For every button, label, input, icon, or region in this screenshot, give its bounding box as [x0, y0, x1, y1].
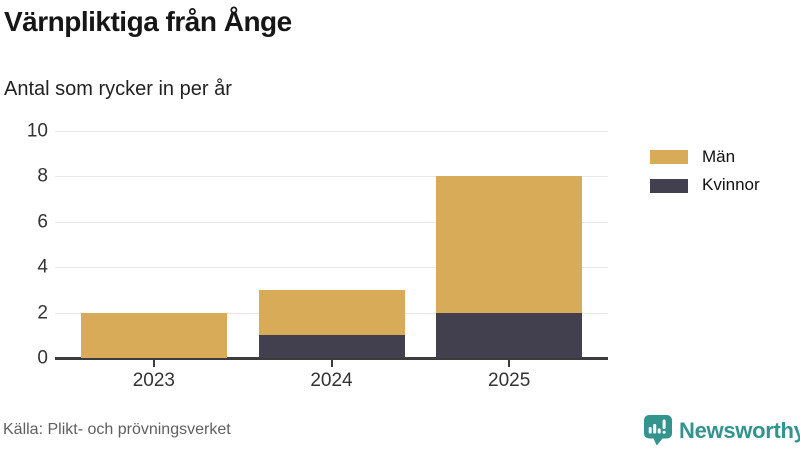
bar-kvinnor-2025 [436, 312, 583, 358]
plot-area: 0 2 4 6 8 10 2023 2024 2025 [27, 122, 608, 391]
chart-title: Värnpliktiga från Ånge [4, 6, 292, 37]
legend-item-kvinnor: Kvinnor [650, 175, 760, 195]
legend-label: Kvinnor [702, 175, 760, 195]
ytick-label-6: 6 [37, 211, 48, 233]
legend: Män Kvinnor [650, 147, 760, 196]
bar-chart-speech-bubble-icon [644, 415, 672, 446]
newsworthy-logo[interactable]: Newsworthy [644, 415, 800, 446]
xtick-label-2025: 2025 [488, 370, 531, 391]
legend-swatch [650, 178, 688, 193]
chart-subtitle: Antal som rycker in per år [4, 78, 232, 100]
xtick-2024 [330, 358, 333, 367]
ytick-label-2: 2 [37, 302, 48, 324]
ytick-label-8: 8 [37, 165, 48, 187]
bar-män-2025 [436, 176, 583, 313]
source-note: Källa: Plikt- och prövningsverket [3, 421, 231, 438]
ytick-label-10: 10 [26, 120, 48, 142]
gridline-y4 [55, 267, 608, 269]
legend-label: Män [702, 147, 736, 166]
ytick-label-4: 4 [37, 256, 48, 278]
legend-item-män: Män [650, 147, 760, 167]
bar-kvinnor-2024 [258, 335, 405, 358]
gridline-y6 [55, 221, 608, 223]
bar-män-2024 [258, 289, 405, 336]
bar-män-2023 [80, 312, 227, 358]
brand-name: Newsworthy [679, 417, 800, 443]
xtick-2025 [508, 358, 511, 367]
xtick-2023 [152, 358, 155, 367]
gridline-y10 [55, 131, 608, 132]
xtick-label-2024: 2024 [310, 370, 353, 391]
legend-swatch [650, 150, 688, 165]
ytick-label-0: 0 [37, 347, 48, 369]
xtick-label-2023: 2023 [132, 370, 175, 391]
gridline-y8 [55, 176, 608, 178]
